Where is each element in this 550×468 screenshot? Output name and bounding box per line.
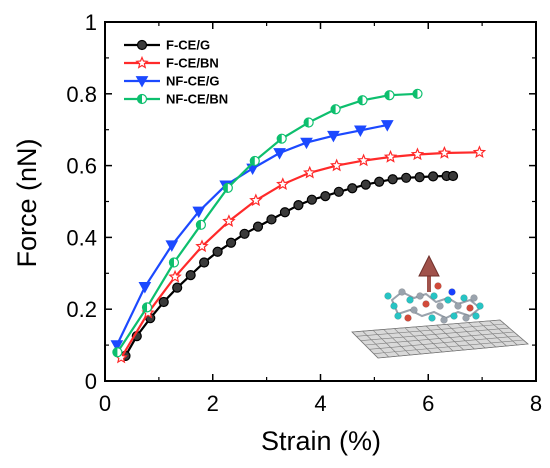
data-point	[330, 104, 341, 115]
data-point	[293, 199, 304, 211]
data-point	[141, 302, 153, 313]
data-point	[112, 347, 123, 358]
data-point	[472, 145, 487, 159]
data-point	[249, 155, 260, 167]
legend-item: F-CE/G	[124, 38, 210, 53]
y-tick-label: 0.4	[66, 225, 97, 250]
legend-label: NF-CE/G	[166, 74, 219, 89]
data-point	[222, 214, 236, 227]
x-axis-label: Strain (%)	[261, 426, 381, 456]
data-point	[195, 239, 209, 253]
data-point	[279, 207, 291, 218]
y-tick-label: 0.2	[66, 297, 97, 322]
data-point	[252, 221, 264, 232]
data-point	[135, 55, 149, 69]
data-point	[329, 158, 344, 172]
y-tick-label: 0	[85, 369, 97, 394]
data-point	[427, 171, 439, 182]
data-point	[414, 171, 425, 183]
x-tick-label: 4	[314, 391, 326, 416]
series-f-ce-g	[120, 170, 459, 361]
series-nf-ce-bn	[112, 88, 423, 358]
data-point	[327, 130, 340, 143]
data-point	[165, 240, 179, 252]
data-point	[225, 237, 237, 248]
data-point	[380, 120, 394, 132]
data-point	[110, 340, 124, 352]
legend-label: F-CE/G	[166, 38, 210, 53]
data-point	[136, 93, 148, 105]
data-point	[412, 88, 423, 99]
data-point	[273, 148, 286, 160]
data-point	[136, 39, 148, 51]
data-point	[387, 174, 398, 185]
molecule	[384, 282, 484, 324]
data-point	[303, 117, 314, 128]
x-tick-label: 6	[422, 391, 434, 416]
y-tick-labels: 0 0.2 0.4 0.6 0.8 1	[66, 10, 97, 394]
pull-arrow-icon	[418, 254, 440, 292]
data-point	[410, 147, 425, 161]
legend-label: NF-CE/BN	[166, 92, 228, 107]
data-point	[357, 95, 368, 106]
legend-item: F-CE/BN	[124, 56, 219, 71]
data-point	[302, 165, 317, 179]
data-point	[222, 182, 233, 193]
data-point	[195, 219, 206, 230]
data-point	[185, 269, 196, 281]
data-point	[276, 133, 287, 144]
data-point	[135, 76, 149, 88]
data-point	[333, 186, 344, 197]
axis-ticks	[104, 21, 537, 382]
x-tick-label: 0	[99, 391, 111, 416]
series-line	[116, 92, 418, 353]
y-tick-label: 1	[85, 10, 97, 35]
legend: F-CE/G F-CE/BN NF-CE/G NF-CE/BN	[124, 38, 228, 107]
data-point	[447, 170, 459, 182]
x-tick-label: 8	[530, 391, 542, 416]
data-point	[276, 177, 290, 190]
data-point	[354, 125, 367, 137]
y-axis-label: Force (nN)	[12, 138, 42, 267]
data-point	[320, 191, 331, 202]
data-point	[437, 145, 452, 159]
data-point	[212, 246, 223, 257]
legend-item: NF-CE/BN	[124, 92, 228, 107]
series-line	[120, 151, 480, 359]
data-point	[192, 206, 206, 219]
data-point	[168, 269, 182, 283]
data-point	[384, 90, 395, 101]
data-point	[347, 183, 358, 194]
data-point	[172, 282, 183, 293]
data-point	[356, 153, 371, 167]
data-point	[168, 257, 180, 268]
series-f-ce-bn	[114, 145, 487, 364]
molecule-on-graphene-inset	[351, 254, 529, 359]
data-point	[374, 176, 385, 187]
data-point	[383, 149, 398, 163]
graphene-sheet	[351, 319, 529, 359]
data-point	[158, 296, 169, 308]
x-tick-label: 2	[207, 391, 219, 416]
series-group	[110, 88, 487, 364]
data-point	[401, 172, 412, 183]
x-tick-labels: 0 2 4 6 8	[99, 391, 542, 416]
data-point	[306, 194, 317, 205]
data-point	[300, 137, 313, 150]
data-point	[266, 214, 277, 225]
data-point	[360, 179, 371, 190]
data-point	[239, 228, 250, 239]
legend-item: NF-CE/G	[124, 74, 219, 89]
data-point	[199, 257, 210, 268]
data-point	[249, 193, 263, 207]
y-tick-label: 0.8	[66, 82, 97, 107]
legend-label: F-CE/BN	[166, 56, 219, 71]
data-point	[138, 282, 152, 294]
y-tick-label: 0.6	[66, 154, 97, 179]
